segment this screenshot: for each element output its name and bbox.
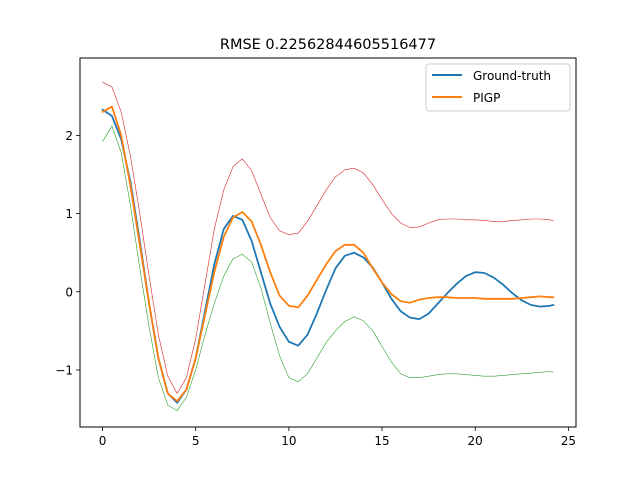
x-axis: 0 5 10 15 20 25 bbox=[99, 427, 576, 448]
x-tick-label: 20 bbox=[468, 434, 483, 448]
y-tick-label: −1 bbox=[55, 363, 73, 377]
series-line-pigp bbox=[101, 105, 555, 403]
legend-label-ground-truth: Ground-truth bbox=[473, 69, 551, 83]
y-tick-label: 0 bbox=[65, 285, 73, 299]
legend-label-pigp: PIGP bbox=[473, 91, 500, 105]
x-tick-label: 0 bbox=[99, 434, 107, 448]
x-tick-label: 5 bbox=[192, 434, 200, 448]
x-tick-label: 15 bbox=[374, 434, 389, 448]
y-tick-label: 2 bbox=[65, 129, 73, 143]
confidence-line-upper bbox=[102, 81, 554, 395]
x-tick-label: 10 bbox=[281, 434, 296, 448]
axes-frame bbox=[79, 57, 577, 428]
x-tick-label: 25 bbox=[561, 434, 576, 448]
chart-title: RMSE 0.22562844605516477 bbox=[220, 37, 436, 53]
y-axis: −1 0 1 2 bbox=[55, 129, 80, 377]
y-tick-label: 1 bbox=[65, 207, 73, 221]
plot-area bbox=[101, 81, 555, 411]
confidence-line-lower bbox=[102, 125, 554, 411]
legend: Ground-truth PIGP bbox=[425, 63, 571, 112]
